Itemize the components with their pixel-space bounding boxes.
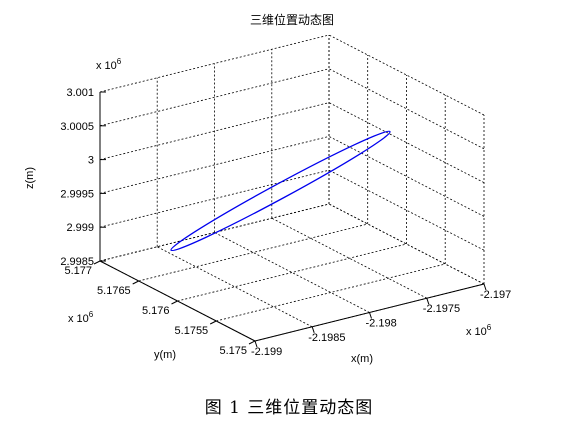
grid-line: [138, 223, 368, 282]
chart-tick-labels: -2.199 -2.1985 -2.198 -2.1975 -2.197 5.175 5.1…: [60, 87, 511, 358]
x-tick-mark: [254, 340, 258, 348]
z-tick-label: 3: [88, 155, 94, 167]
z-tick-label: 2.9985: [60, 256, 94, 268]
y-tick-label: 5.176: [142, 305, 170, 317]
grid-line: [99, 203, 330, 262]
y-tick-mark: [171, 300, 178, 305]
y-axis-exponent: x 106: [68, 310, 94, 325]
z-axis-label: z(m): [24, 167, 36, 189]
x-tick-label: -2.198: [366, 318, 397, 330]
z-axis-exponent: x 106: [96, 57, 122, 72]
x-tick-label: -2.1975: [423, 303, 460, 315]
y-tick-mark: [132, 280, 139, 285]
grid-line: [328, 68, 485, 150]
grid-line: [99, 136, 330, 194]
x-tick-label: -2.197: [480, 289, 511, 301]
chart-series: [170, 130, 391, 252]
grid-line: [214, 232, 370, 313]
grid-line: [157, 246, 313, 328]
x-tick-mark: [483, 283, 487, 291]
chart-title: 三维位置动态图: [250, 12, 334, 27]
y-axis-label: y(m): [154, 349, 176, 361]
x-tick-mark: [426, 298, 430, 305]
y-tick-mark: [93, 260, 101, 265]
y-tick-label: 5.1755: [175, 325, 209, 337]
grid-line: [328, 203, 485, 285]
x-axis-exponent: x 106: [466, 323, 492, 338]
grid-line: [99, 102, 330, 160]
y-tick-label: 5.177: [64, 265, 92, 277]
grid-line: [216, 263, 446, 322]
y-tick-mark: [209, 320, 217, 325]
z-tick-label: 2.9995: [60, 188, 94, 200]
grid-line: [328, 34, 485, 116]
chart-axes: [93, 91, 487, 348]
grid-line: [328, 136, 485, 217]
x-tick-mark: [311, 326, 315, 333]
grid-line: [177, 243, 407, 302]
grid-line: [328, 169, 485, 251]
z-tick-label: 2.999: [66, 222, 94, 234]
series-trajectory: [170, 130, 391, 252]
z-tick-label: 3.001: [66, 87, 94, 99]
x-tick-label: -2.199: [251, 346, 282, 358]
chart-grid: [99, 34, 485, 342]
figure-caption: 图 1 三维位置动态图: [204, 398, 374, 418]
grid-line: [99, 169, 330, 228]
y-tick-label: 5.175: [219, 345, 247, 357]
y-tick-label: 5.1765: [97, 285, 131, 297]
x-tick-label: -2.1985: [308, 332, 345, 344]
grid-line: [99, 34, 330, 93]
y-tick-mark: [248, 340, 256, 345]
grid-line: [99, 68, 330, 127]
grid-line: [271, 217, 427, 299]
x-axis-label: x(m): [351, 353, 373, 365]
x-tick-mark: [369, 312, 372, 319]
grid-line: [328, 102, 485, 183]
z-tick-label: 3.0005: [60, 121, 94, 133]
